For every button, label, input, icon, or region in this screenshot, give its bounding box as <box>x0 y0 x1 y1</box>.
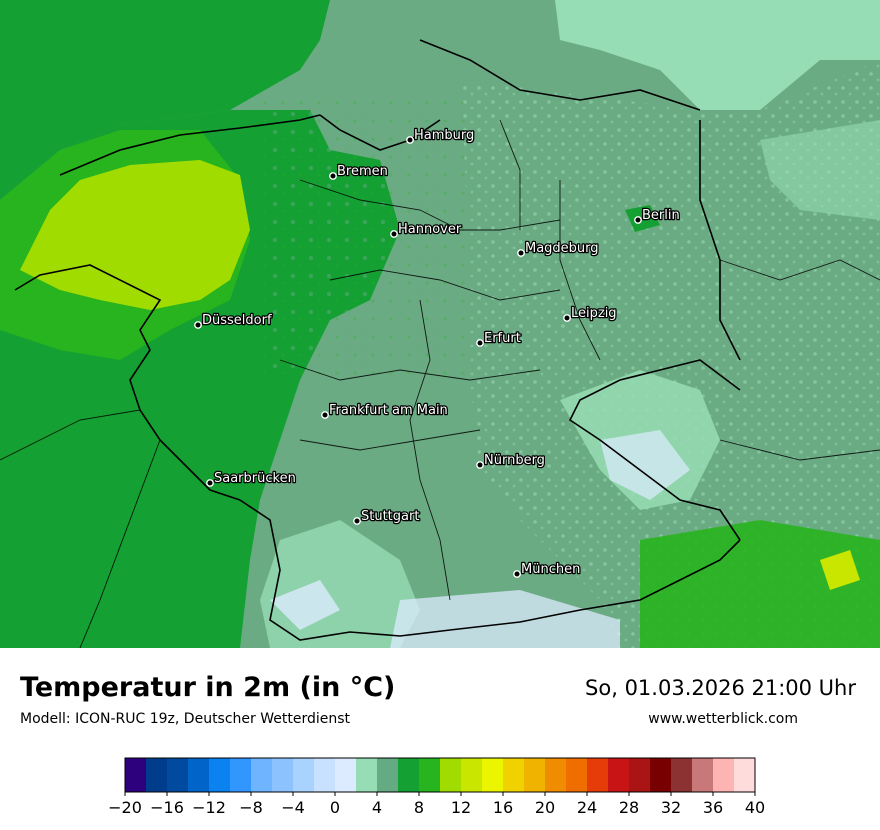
legend-swatch <box>188 758 210 792</box>
legend-tick-label: 36 <box>703 798 723 817</box>
legend-swatch <box>419 758 441 792</box>
legend-swatch <box>482 758 504 792</box>
city-markers: Hamburg Bremen Berlin Hannover Magdeburg Düss… <box>194 127 681 578</box>
legend-swatch <box>671 758 693 792</box>
legend-swatch <box>356 758 378 792</box>
city-label: Bremen <box>337 164 388 179</box>
east-texture <box>460 60 880 648</box>
city-label: Magdeburg <box>525 241 599 256</box>
legend-tick-label: 40 <box>745 798 765 817</box>
south-east-green <box>640 520 880 648</box>
legend-tick-label: 28 <box>619 798 639 817</box>
legend-swatch <box>629 758 651 792</box>
city-label: Hannover <box>398 222 462 237</box>
sea-area <box>0 0 560 60</box>
city-label: München <box>521 562 580 577</box>
legend-swatch <box>293 758 315 792</box>
map-canvas: Hamburg Bremen Berlin Hannover Magdeburg Düss… <box>0 0 880 648</box>
city-dot <box>634 216 642 224</box>
legend-swatch <box>230 758 252 792</box>
city-label: Berlin <box>642 208 680 223</box>
city-dot <box>329 172 337 180</box>
legend-swatches <box>124 757 756 793</box>
city-dot <box>390 230 398 238</box>
forecast-datetime: So, 01.03.2026 21:00 Uhr <box>585 676 856 700</box>
legend-swatch <box>713 758 735 792</box>
alps-cold <box>390 590 620 648</box>
city-dot <box>353 517 361 525</box>
map-footer: Temperatur in 2m (in °C) Modell: ICON-RU… <box>0 648 880 830</box>
legend-swatch <box>608 758 630 792</box>
legend-swatch <box>272 758 294 792</box>
city-dot <box>517 249 525 257</box>
legend-swatch <box>314 758 336 792</box>
city-dot <box>206 479 214 487</box>
city-label: Hamburg <box>414 128 474 143</box>
legend-tick-label: −20 <box>108 798 142 817</box>
central-texture <box>260 100 480 380</box>
city-dot <box>563 314 571 322</box>
legend-tick-label: 8 <box>414 798 424 817</box>
south-east-warm-spot <box>820 550 860 590</box>
legend-swatch <box>146 758 168 792</box>
legend-tick-label: −12 <box>192 798 226 817</box>
city-label: Saarbrücken <box>214 471 296 486</box>
city-dot <box>513 570 521 578</box>
legend-swatch <box>587 758 609 792</box>
city-dot <box>194 321 202 329</box>
legend-tick-label: −4 <box>281 798 305 817</box>
legend-swatch <box>566 758 588 792</box>
city-dot <box>476 339 484 347</box>
legend-swatch <box>335 758 357 792</box>
city-dot <box>476 461 484 469</box>
legend-swatch <box>650 758 672 792</box>
baltic-cool <box>555 0 880 110</box>
legend-swatch <box>461 758 483 792</box>
legend-tick-label: 12 <box>451 798 471 817</box>
bohemia-cold <box>600 430 690 500</box>
legend-tick-label: −8 <box>239 798 263 817</box>
legend-swatch <box>398 758 420 792</box>
website-link[interactable]: www.wetterblick.com <box>648 711 798 727</box>
city-dot <box>321 411 329 419</box>
city-dot <box>406 136 414 144</box>
legend-frame <box>124 757 756 793</box>
state-borders <box>0 119 880 648</box>
map-title: Temperatur in 2m (in °C) <box>20 672 396 703</box>
legend-swatch <box>167 758 189 792</box>
legend-swatch <box>503 758 525 792</box>
north-sea-warm <box>0 0 330 200</box>
temperature-legend: −20 −16 −12 −8 −4 0 4 8 12 16 20 24 28 32 36 40 <box>108 757 765 817</box>
legend-tick-label: 24 <box>577 798 597 817</box>
legend-swatch <box>377 758 399 792</box>
city-label: Stuttgart <box>361 509 419 524</box>
legend-swatch <box>734 758 756 792</box>
berlin-warm-spot <box>625 205 660 232</box>
legend-tick-label: 32 <box>661 798 681 817</box>
legend-swatch <box>125 758 147 792</box>
legend-swatch <box>524 758 546 792</box>
city-label: Leipzig <box>571 306 617 321</box>
legend-swatch <box>692 758 714 792</box>
city-label: Düsseldorf <box>202 313 272 328</box>
city-label: Nürnberg <box>484 453 545 468</box>
city-label: Frankfurt am Main <box>329 403 448 418</box>
warmest-zone <box>20 160 250 310</box>
poland-cool <box>760 120 880 220</box>
legend-ticks: −20 −16 −12 −8 −4 0 4 8 12 16 20 24 28 32 36 40 <box>108 792 765 817</box>
legend-tick-label: 20 <box>535 798 555 817</box>
legend-swatch <box>251 758 273 792</box>
legend-swatch <box>209 758 231 792</box>
legend-tick-label: 0 <box>330 798 340 817</box>
legend-swatch <box>545 758 567 792</box>
legend-tick-label: 16 <box>493 798 513 817</box>
model-info: Modell: ICON-RUC 19z, Deutscher Wetterdi… <box>20 711 351 727</box>
legend-swatch <box>440 758 462 792</box>
city-label: Erfurt <box>484 331 521 346</box>
temperature-map: Hamburg Bremen Berlin Hannover Magdeburg Düss… <box>0 0 880 648</box>
legend-tick-label: 4 <box>372 798 382 817</box>
black-forest-cold <box>270 580 340 630</box>
legend-tick-label: −16 <box>150 798 184 817</box>
